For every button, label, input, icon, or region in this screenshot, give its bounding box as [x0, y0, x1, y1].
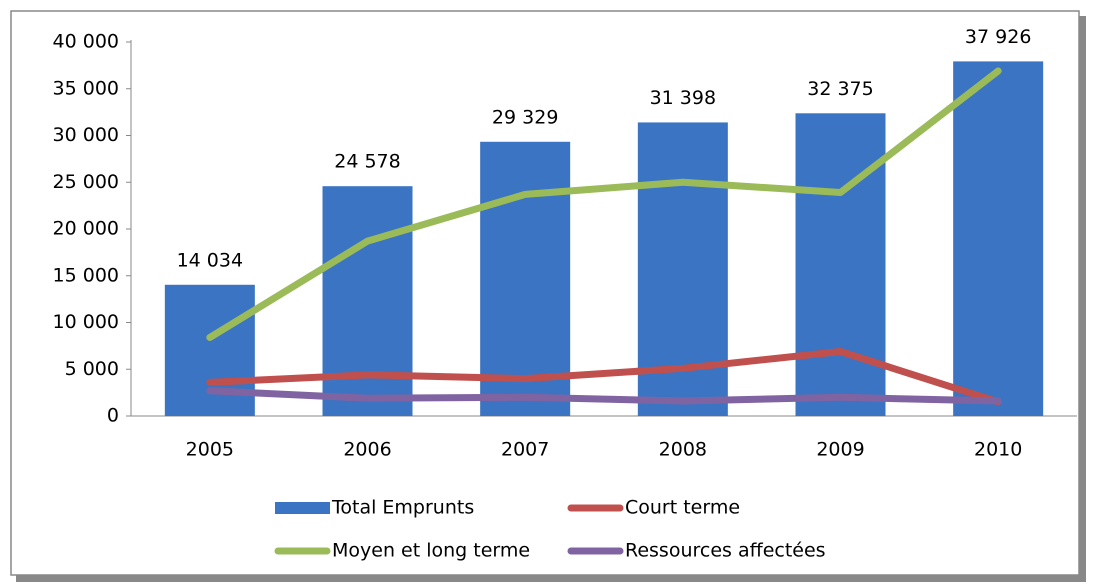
line — [206, 347, 1002, 406]
bar — [795, 113, 886, 416]
x-tick-label: 2009 — [816, 439, 864, 461]
value-label: 24 578 — [334, 151, 400, 173]
y-tick-label: 15 000 — [53, 264, 119, 286]
y-tick-label: 5 000 — [65, 358, 119, 380]
bar — [480, 141, 571, 416]
x-tick-label: 2007 — [501, 439, 549, 461]
y-tick-label: 35 000 — [53, 77, 119, 99]
x-tick-label: 2010 — [974, 439, 1022, 461]
bar — [953, 61, 1044, 416]
value-label: 14 034 — [177, 249, 243, 271]
legend-label: Ressources affectées — [625, 540, 826, 562]
x-tick-label: 2006 — [343, 439, 391, 461]
legend-swatch — [275, 502, 330, 514]
value-label: 37 926 — [965, 26, 1031, 48]
value-label: 29 329 — [492, 106, 558, 128]
y-tick-label: 25 000 — [53, 171, 119, 193]
bar — [322, 186, 413, 416]
y-tick-label: 40 000 — [53, 31, 119, 53]
bar — [164, 284, 255, 416]
y-tick-label: 30 000 — [53, 124, 119, 146]
legend-label: Moyen et long terme — [332, 540, 530, 562]
line — [206, 67, 1002, 341]
line — [206, 387, 1002, 405]
y-tick-label: 20 000 — [53, 218, 119, 240]
x-tick-label: 2005 — [186, 439, 234, 461]
x-tick-label: 2008 — [659, 439, 707, 461]
y-tick-label: 0 — [107, 405, 119, 427]
legend-label: Total Emprunts — [331, 497, 474, 519]
value-label: 32 375 — [807, 78, 873, 100]
y-tick-label: 10 000 — [53, 311, 119, 333]
value-label: 31 398 — [650, 87, 716, 109]
legend-label: Court terme — [625, 497, 740, 519]
